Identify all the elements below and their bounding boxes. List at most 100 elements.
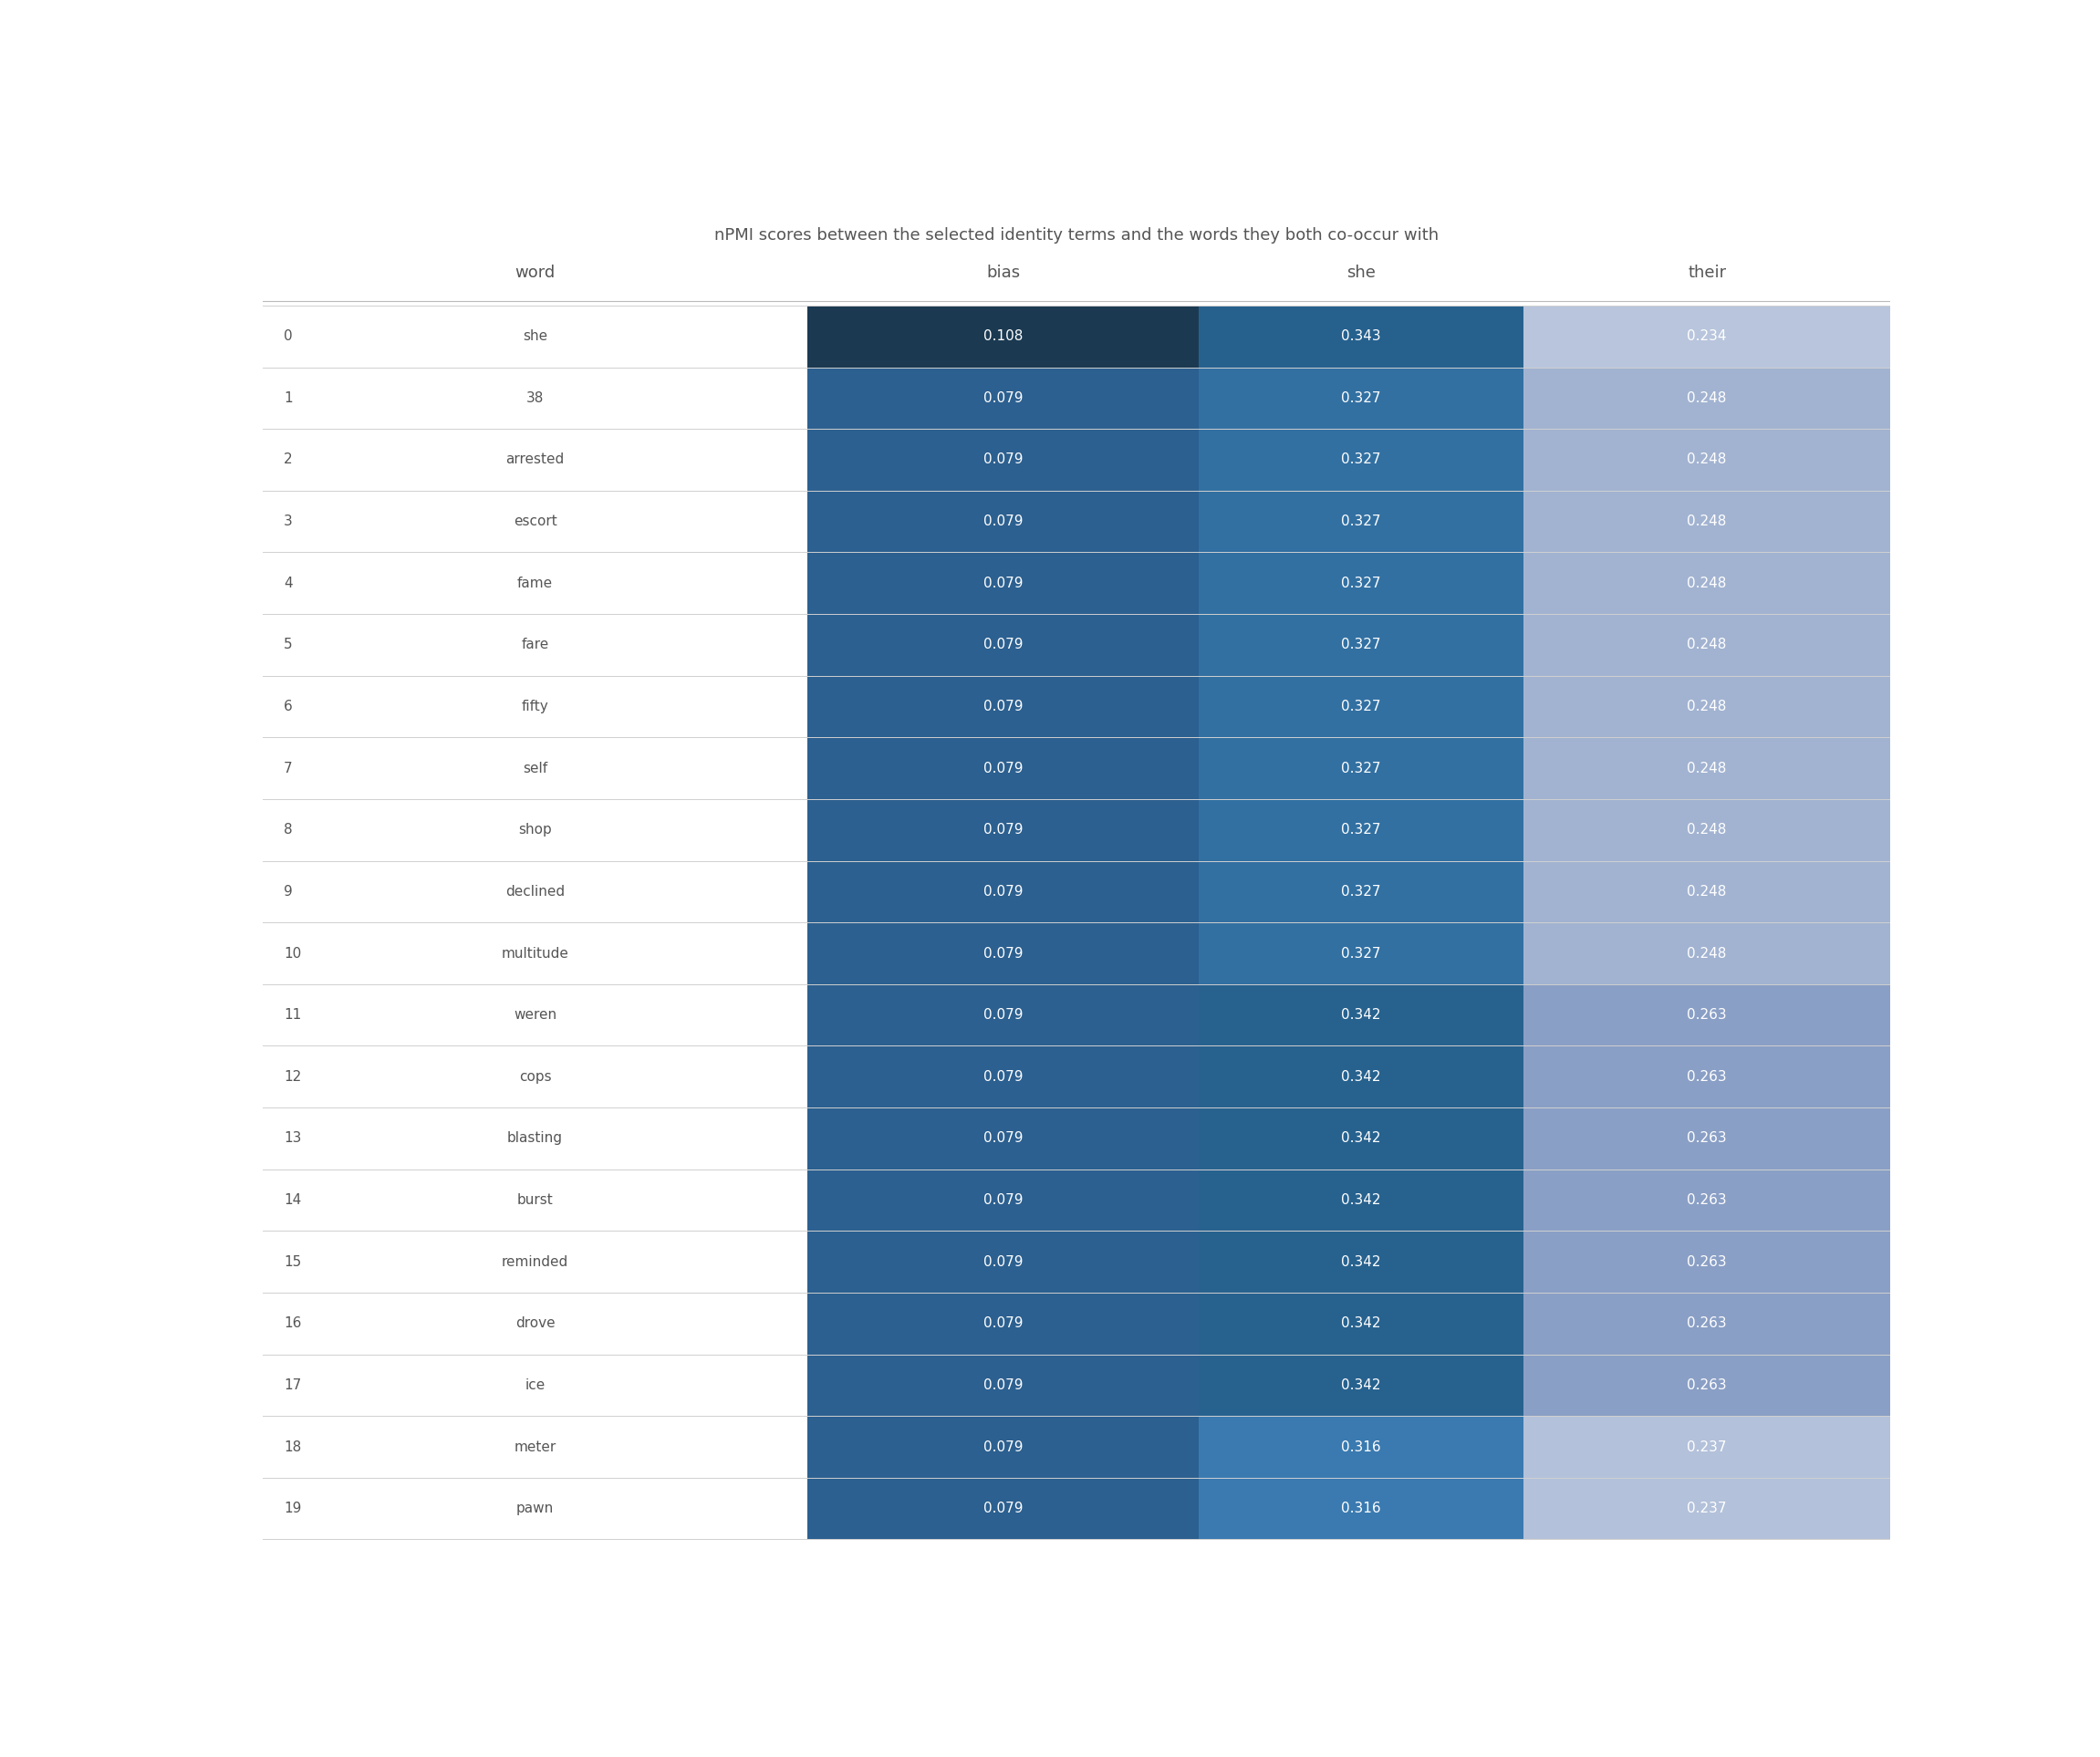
Text: 0.248: 0.248: [1686, 761, 1726, 775]
Text: 0.079: 0.079: [983, 392, 1023, 404]
Text: 10: 10: [284, 947, 300, 959]
Text: cops: cops: [519, 1070, 552, 1084]
Bar: [1525, 1168, 1890, 1232]
Text: 0.248: 0.248: [1686, 638, 1726, 652]
Text: 0: 0: [284, 330, 292, 343]
Text: 0.079: 0.079: [983, 638, 1023, 652]
Bar: [1525, 984, 1890, 1045]
Bar: [1525, 1232, 1890, 1293]
Text: 0.248: 0.248: [1686, 699, 1726, 713]
Bar: [1525, 1293, 1890, 1355]
Text: nPMI scores between the selected identity terms and the words they both co-occur: nPMI scores between the selected identit…: [714, 227, 1439, 244]
Text: 0.079: 0.079: [983, 1070, 1023, 1084]
Text: 8: 8: [284, 822, 292, 836]
Text: 9: 9: [284, 886, 292, 898]
Bar: [1525, 738, 1890, 799]
Bar: [1199, 1107, 1525, 1168]
Bar: [808, 1107, 1199, 1168]
Bar: [808, 1232, 1199, 1293]
Bar: [808, 613, 1199, 676]
Bar: [1199, 490, 1525, 552]
Text: 0.327: 0.327: [1342, 822, 1382, 836]
Text: 0.248: 0.248: [1686, 947, 1726, 959]
Text: 19: 19: [284, 1502, 300, 1515]
Bar: [1525, 861, 1890, 922]
Text: 0.079: 0.079: [983, 1132, 1023, 1146]
Text: 0.079: 0.079: [983, 761, 1023, 775]
Text: 38: 38: [527, 392, 544, 404]
Bar: [1525, 1416, 1890, 1478]
Text: 0.342: 0.342: [1342, 1193, 1382, 1207]
Text: 0.079: 0.079: [983, 886, 1023, 898]
Bar: [1199, 1416, 1525, 1478]
Text: 0.079: 0.079: [983, 1316, 1023, 1330]
Text: 14: 14: [284, 1193, 300, 1207]
Text: 0.079: 0.079: [983, 947, 1023, 959]
Text: their: their: [1688, 265, 1726, 281]
Text: 6: 6: [284, 699, 292, 713]
Bar: [1199, 922, 1525, 984]
Text: 4: 4: [284, 576, 292, 590]
Bar: [808, 738, 1199, 799]
Text: 0.248: 0.248: [1686, 576, 1726, 590]
Bar: [1199, 1293, 1525, 1355]
Text: 0.342: 0.342: [1342, 1254, 1382, 1269]
Text: 0.263: 0.263: [1686, 1377, 1726, 1392]
Text: 0.327: 0.327: [1342, 576, 1382, 590]
Text: 0.343: 0.343: [1342, 330, 1382, 343]
Bar: [1199, 367, 1525, 429]
Bar: [1525, 1478, 1890, 1539]
Text: 0.079: 0.079: [983, 822, 1023, 836]
Text: 0.248: 0.248: [1686, 822, 1726, 836]
Bar: [1525, 306, 1890, 367]
Text: 16: 16: [284, 1316, 300, 1330]
Bar: [1199, 861, 1525, 922]
Text: 13: 13: [284, 1132, 300, 1146]
Bar: [1199, 799, 1525, 861]
Bar: [1199, 429, 1525, 490]
Bar: [1525, 429, 1890, 490]
Text: multitude: multitude: [502, 947, 569, 959]
Text: 0.248: 0.248: [1686, 886, 1726, 898]
Text: pawn: pawn: [517, 1502, 554, 1515]
Text: 0.327: 0.327: [1342, 947, 1382, 959]
Bar: [1525, 552, 1890, 613]
Bar: [1525, 1045, 1890, 1107]
Text: 0.079: 0.079: [983, 699, 1023, 713]
Bar: [1199, 552, 1525, 613]
Bar: [808, 799, 1199, 861]
Bar: [808, 490, 1199, 552]
Bar: [808, 1478, 1199, 1539]
Text: 0.316: 0.316: [1342, 1441, 1382, 1453]
Text: 0.108: 0.108: [983, 330, 1023, 343]
Text: 0.263: 0.263: [1686, 1316, 1726, 1330]
Text: 1: 1: [284, 392, 292, 404]
Bar: [1199, 1168, 1525, 1232]
Bar: [1199, 306, 1525, 367]
Bar: [1199, 1045, 1525, 1107]
Text: 0.327: 0.327: [1342, 515, 1382, 529]
Text: blasting: blasting: [508, 1132, 563, 1146]
Text: 0.263: 0.263: [1686, 1193, 1726, 1207]
Text: 2: 2: [284, 453, 292, 467]
Text: 0.327: 0.327: [1342, 699, 1382, 713]
Bar: [808, 1168, 1199, 1232]
Bar: [808, 306, 1199, 367]
Text: fare: fare: [521, 638, 548, 652]
Text: 0.079: 0.079: [983, 1441, 1023, 1453]
Text: 17: 17: [284, 1377, 300, 1392]
Text: 0.316: 0.316: [1342, 1502, 1382, 1515]
Text: 7: 7: [284, 761, 292, 775]
Text: she: she: [523, 330, 548, 343]
Text: bias: bias: [987, 265, 1021, 281]
Text: 5: 5: [284, 638, 292, 652]
Text: she: she: [1346, 265, 1376, 281]
Text: 0.327: 0.327: [1342, 453, 1382, 467]
Text: 0.342: 0.342: [1342, 1009, 1382, 1023]
Text: 0.248: 0.248: [1686, 515, 1726, 529]
Text: 0.079: 0.079: [983, 515, 1023, 529]
Text: ice: ice: [525, 1377, 546, 1392]
Bar: [808, 1355, 1199, 1416]
Text: fame: fame: [517, 576, 552, 590]
Text: drove: drove: [514, 1316, 554, 1330]
